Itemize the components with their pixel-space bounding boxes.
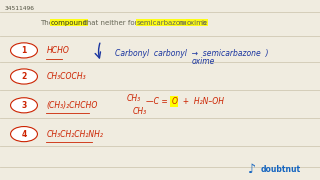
Text: ♪: ♪ (248, 163, 256, 176)
Text: O: O (171, 97, 177, 106)
Text: nor: nor (179, 19, 193, 26)
Text: Carbonyl  carbonyl  →  semicarbazone  ): Carbonyl carbonyl → semicarbazone ) (115, 49, 269, 58)
Circle shape (11, 69, 37, 84)
Text: 3: 3 (21, 101, 27, 110)
Text: CH₃: CH₃ (133, 107, 147, 116)
Text: 1: 1 (21, 46, 27, 55)
Text: CH₃: CH₃ (126, 94, 140, 103)
Text: that neither forms: that neither forms (84, 19, 150, 26)
Text: The: The (40, 19, 55, 26)
Text: +  H₂N–OH: + H₂N–OH (178, 97, 224, 106)
Circle shape (11, 43, 37, 58)
Text: doubtnut: doubtnut (261, 165, 301, 174)
Circle shape (11, 98, 37, 113)
Text: oxime: oxime (192, 57, 215, 66)
Text: 34511496: 34511496 (5, 6, 35, 11)
Text: semicarbazone: semicarbazone (136, 19, 189, 26)
Text: oxime: oxime (187, 19, 208, 26)
Text: 2: 2 (21, 72, 27, 81)
Circle shape (11, 127, 37, 142)
Text: HCHO: HCHO (46, 46, 69, 55)
Text: CH₃COCH₃: CH₃COCH₃ (46, 72, 86, 81)
Text: is: is (201, 19, 207, 26)
Text: compound: compound (51, 19, 87, 26)
Text: —C =: —C = (146, 97, 170, 106)
Text: 4: 4 (21, 130, 27, 139)
Text: (CH₃)₂CHCHO: (CH₃)₂CHCHO (46, 101, 98, 110)
Text: CH₃CH₂CH₂NH₂: CH₃CH₂CH₂NH₂ (46, 130, 103, 139)
